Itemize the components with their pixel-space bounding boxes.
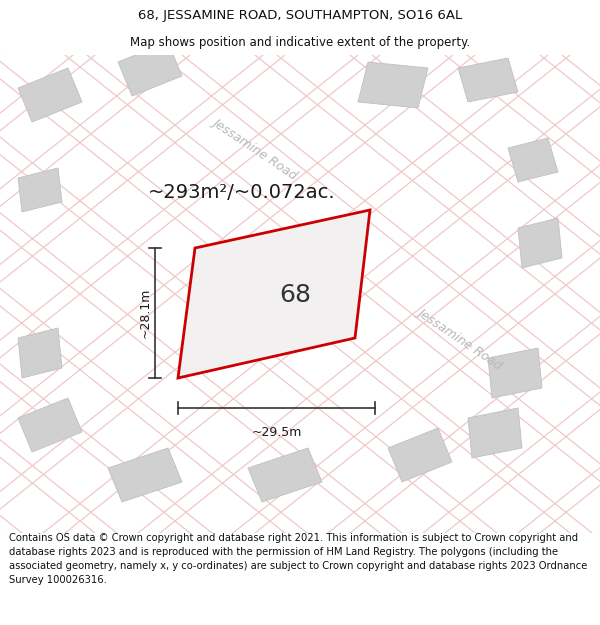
Polygon shape — [388, 428, 452, 482]
Polygon shape — [118, 42, 182, 96]
Polygon shape — [108, 448, 182, 502]
Polygon shape — [488, 348, 542, 398]
Text: ~293m²/~0.072ac.: ~293m²/~0.072ac. — [148, 182, 335, 201]
Polygon shape — [508, 138, 558, 182]
Polygon shape — [248, 448, 322, 502]
Polygon shape — [18, 398, 82, 452]
Polygon shape — [468, 408, 522, 458]
Polygon shape — [518, 218, 562, 268]
Text: Jessamine Road: Jessamine Road — [415, 305, 505, 371]
Polygon shape — [18, 68, 82, 122]
Polygon shape — [358, 62, 428, 108]
Polygon shape — [18, 168, 62, 212]
Text: 68: 68 — [279, 283, 311, 307]
Polygon shape — [178, 210, 370, 378]
Polygon shape — [18, 328, 62, 378]
Text: Contains OS data © Crown copyright and database right 2021. This information is : Contains OS data © Crown copyright and d… — [9, 533, 587, 585]
Text: Map shows position and indicative extent of the property.: Map shows position and indicative extent… — [130, 36, 470, 49]
Polygon shape — [458, 58, 518, 102]
Text: 68, JESSAMINE ROAD, SOUTHAMPTON, SO16 6AL: 68, JESSAMINE ROAD, SOUTHAMPTON, SO16 6A… — [138, 9, 462, 22]
Text: ~28.1m: ~28.1m — [139, 288, 151, 338]
Text: Jessamine Road: Jessamine Road — [210, 115, 300, 181]
Text: ~29.5m: ~29.5m — [251, 426, 302, 439]
